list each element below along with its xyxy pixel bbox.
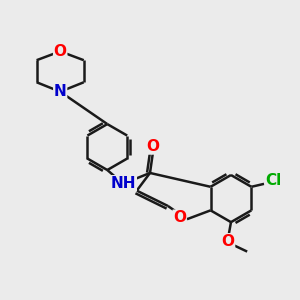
Text: N: N xyxy=(54,84,67,99)
Text: NH: NH xyxy=(111,176,136,191)
Text: O: O xyxy=(173,210,186,225)
Text: O: O xyxy=(146,139,159,154)
Text: O: O xyxy=(221,234,235,249)
Text: Cl: Cl xyxy=(265,173,282,188)
Text: O: O xyxy=(54,44,67,59)
